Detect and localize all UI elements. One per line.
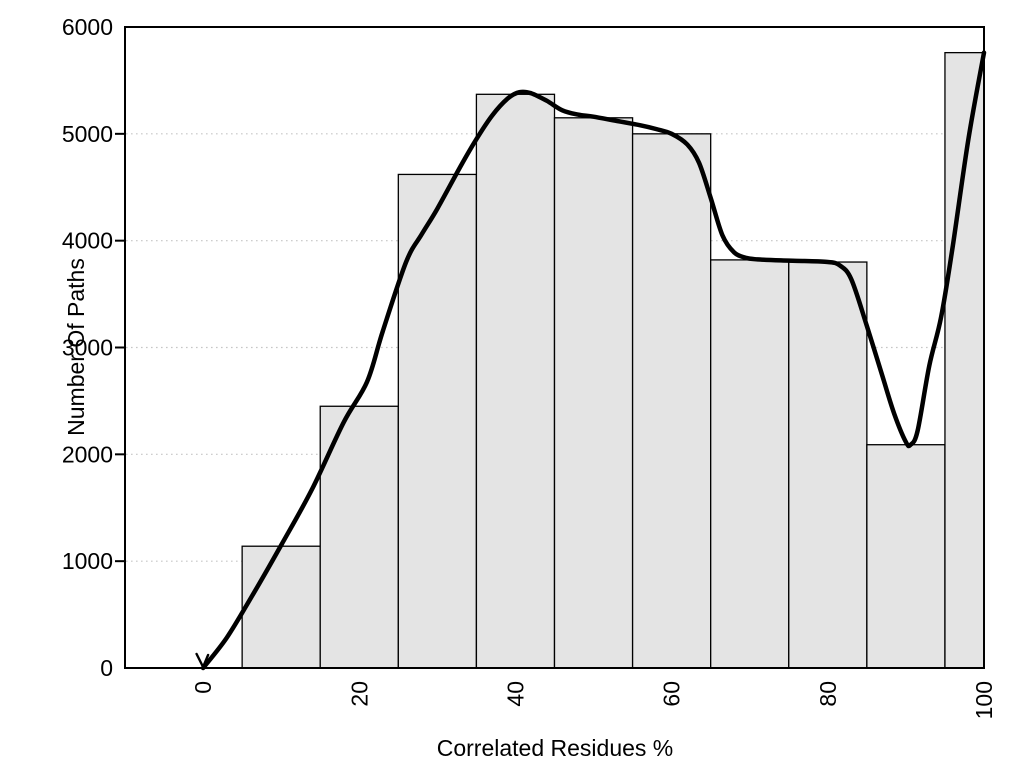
histogram-bar xyxy=(631,133,712,669)
trend-curve xyxy=(200,50,987,671)
y-tick-label: 5000 xyxy=(62,121,113,147)
y-axis-title: Number Of Paths xyxy=(63,258,89,436)
x-tick-label: 20 xyxy=(346,681,372,707)
histogram-bar xyxy=(788,261,868,669)
histogram-bar xyxy=(553,117,634,669)
histogram-bar xyxy=(397,173,478,669)
histogram-bar xyxy=(241,545,321,669)
histogram-bar xyxy=(866,444,946,669)
histogram-bar xyxy=(475,93,556,669)
y-axis-tick-labels: 0 1000 2000 3000 4000 5000 6000 xyxy=(62,14,113,681)
y-axis-ticks xyxy=(115,132,125,563)
histogram-bar xyxy=(944,51,985,669)
y-tick-label: 6000 xyxy=(62,14,113,40)
histogram-bar xyxy=(710,259,790,669)
x-tick-label: 40 xyxy=(502,681,528,707)
y-tick-label: 2000 xyxy=(62,441,113,467)
x-tick-label: 80 xyxy=(815,681,841,707)
x-tick-label: 100 xyxy=(971,681,997,719)
y-tick-label: 0 xyxy=(100,655,113,681)
y-tick-label: 1000 xyxy=(62,548,113,574)
y-tick-label: 4000 xyxy=(62,228,113,254)
x-tick-label: 60 xyxy=(659,681,685,707)
histogram-bars xyxy=(241,51,985,669)
x-tick-label: 0 xyxy=(190,681,216,694)
x-axis-title: Correlated Residues % xyxy=(437,735,674,761)
y-tick-label: 3000 xyxy=(62,335,113,361)
histogram-bar xyxy=(319,405,399,669)
x-axis-tick-labels: 0 20 40 60 80 100 xyxy=(190,681,997,719)
